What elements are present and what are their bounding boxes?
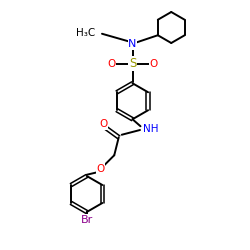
Text: S: S [129, 57, 136, 70]
Text: O: O [96, 164, 105, 174]
Text: N: N [128, 39, 137, 49]
Text: O: O [107, 59, 116, 69]
Text: NH: NH [143, 124, 158, 134]
Text: Br: Br [81, 215, 93, 225]
Text: H₃C: H₃C [76, 28, 95, 38]
Text: O: O [99, 119, 107, 129]
Text: O: O [150, 59, 158, 69]
